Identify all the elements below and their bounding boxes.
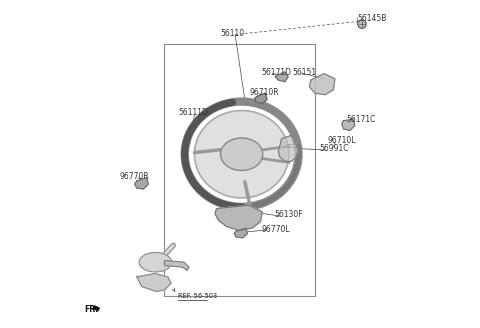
Text: 56130F: 56130F bbox=[274, 210, 303, 219]
Text: 96710L: 96710L bbox=[328, 136, 356, 145]
Polygon shape bbox=[234, 228, 248, 238]
Polygon shape bbox=[165, 260, 189, 270]
Polygon shape bbox=[342, 119, 355, 131]
Polygon shape bbox=[215, 205, 262, 230]
Text: 96710R: 96710R bbox=[249, 88, 279, 97]
Ellipse shape bbox=[194, 111, 289, 198]
Ellipse shape bbox=[139, 253, 172, 272]
Polygon shape bbox=[137, 274, 171, 292]
Polygon shape bbox=[309, 73, 335, 95]
Text: 56171D: 56171D bbox=[261, 68, 291, 77]
Bar bbox=[164, 44, 315, 296]
Polygon shape bbox=[255, 93, 267, 104]
Text: 56111D: 56111D bbox=[178, 108, 208, 117]
Text: 56145B: 56145B bbox=[358, 14, 387, 23]
Text: FR.: FR. bbox=[84, 305, 99, 314]
Text: 56991C: 56991C bbox=[320, 144, 349, 153]
Polygon shape bbox=[278, 135, 299, 161]
Polygon shape bbox=[275, 72, 288, 82]
Circle shape bbox=[358, 20, 366, 29]
Text: REF. 56-503: REF. 56-503 bbox=[178, 293, 216, 299]
Polygon shape bbox=[92, 305, 100, 312]
Polygon shape bbox=[134, 178, 148, 189]
Text: 56110: 56110 bbox=[220, 30, 245, 38]
Text: 56151: 56151 bbox=[292, 68, 316, 77]
Text: 56171C: 56171C bbox=[347, 114, 376, 124]
Text: 96770L: 96770L bbox=[261, 225, 290, 234]
Ellipse shape bbox=[220, 138, 263, 171]
Text: 96770R: 96770R bbox=[119, 172, 149, 181]
